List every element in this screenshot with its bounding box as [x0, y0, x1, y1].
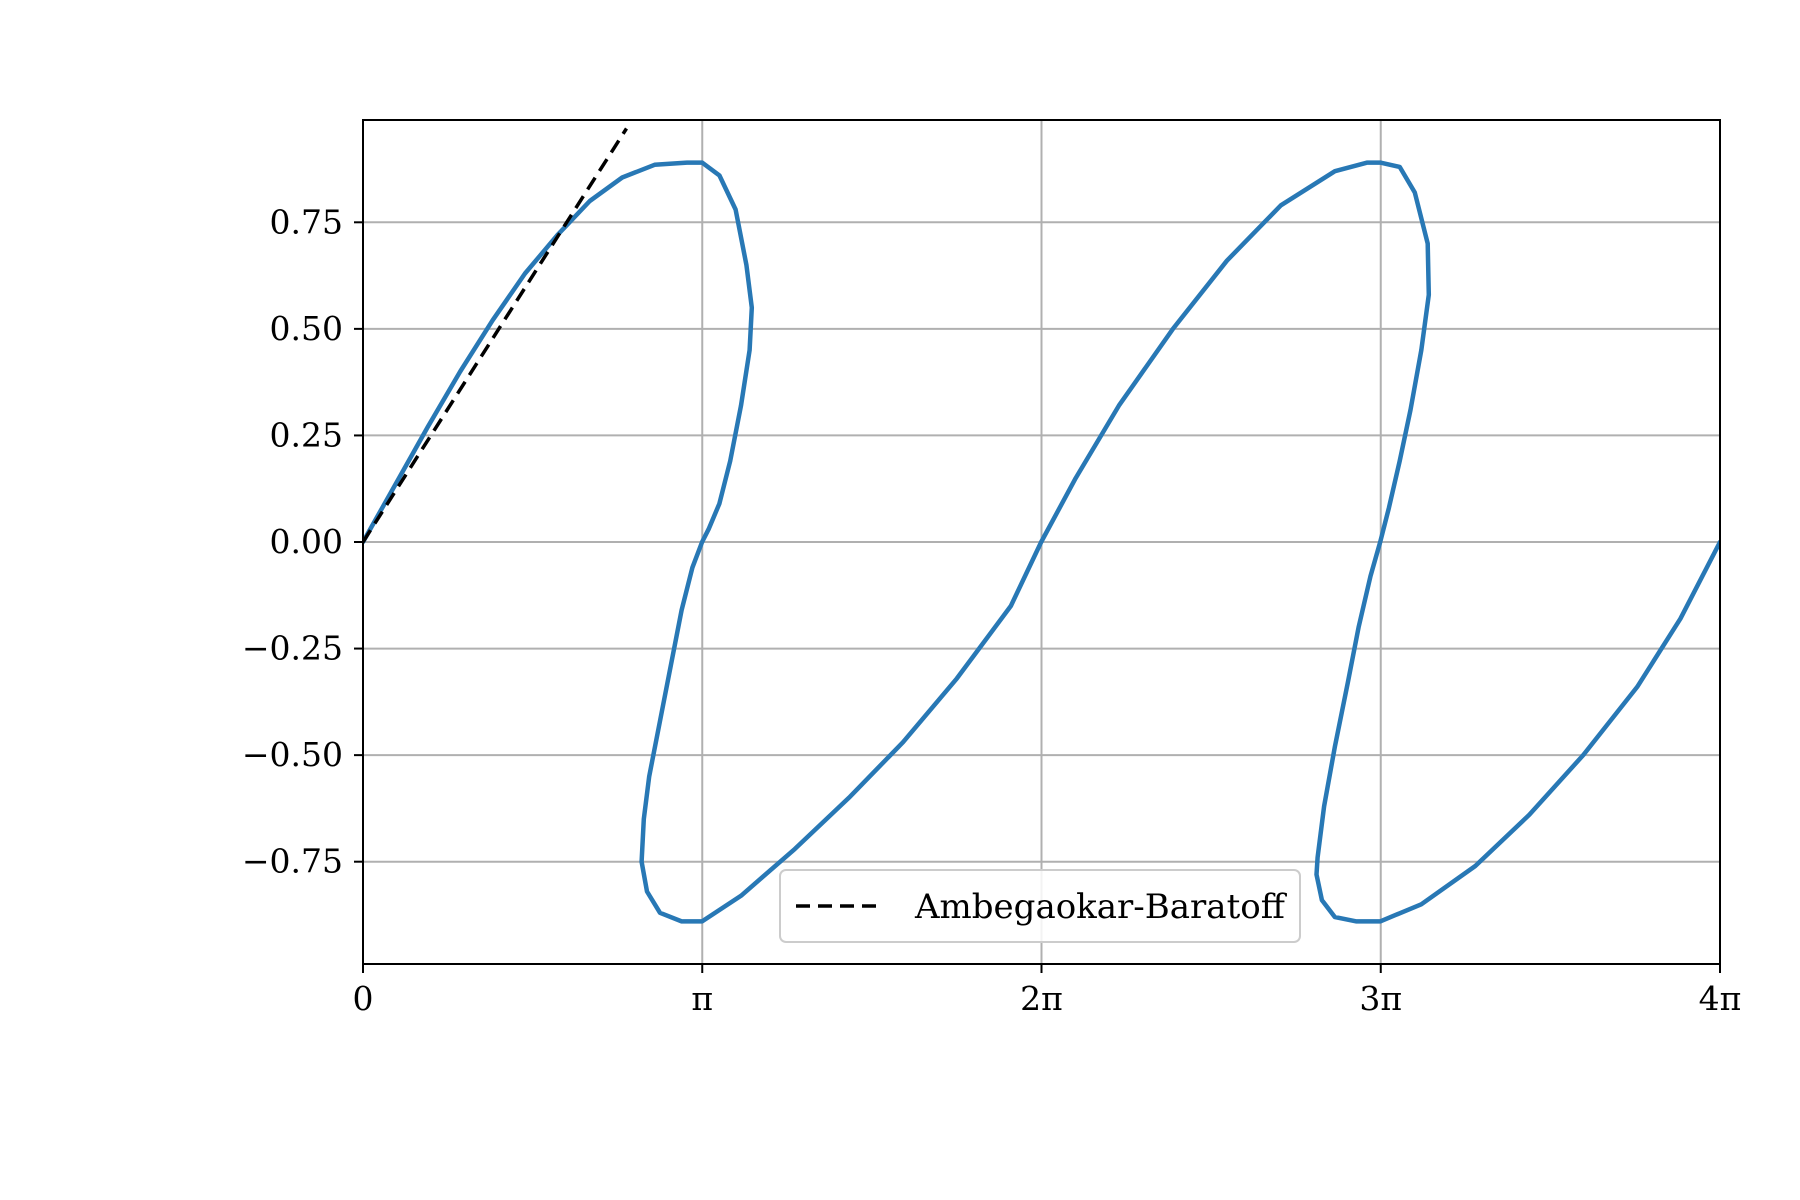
y-tick-label-4: −0.25 — [242, 629, 343, 668]
y-tick-label-2: 0.25 — [270, 415, 343, 454]
y-tick-label-3: 0.00 — [270, 522, 343, 561]
legend-box — [779, 869, 1301, 943]
legend-label-0: Ambegaokar-Baratoff — [914, 887, 1288, 927]
y-tick-label-6: −0.75 — [242, 842, 343, 881]
x-tick-label-2: 2π — [1020, 979, 1063, 1018]
y-tick-label-0: 0.75 — [270, 202, 343, 241]
y-tick-label-5: −0.50 — [242, 735, 343, 774]
series-line-1 — [363, 127, 628, 543]
x-tick-label-0: 0 — [353, 979, 374, 1018]
x-tick-label-4: 4π — [1699, 979, 1742, 1018]
plot-area: 0 π 2π 3π 4π 0.75 0.50 0.25 0.00 −0.25 −0.50 −0.75 A… — [242, 119, 1742, 1018]
x-tick-label-1: π — [691, 979, 713, 1018]
series-line-0 — [363, 160, 1720, 924]
y-tick-label-1: 0.50 — [270, 309, 343, 348]
x-tick-label-3: 3π — [1359, 979, 1402, 1018]
